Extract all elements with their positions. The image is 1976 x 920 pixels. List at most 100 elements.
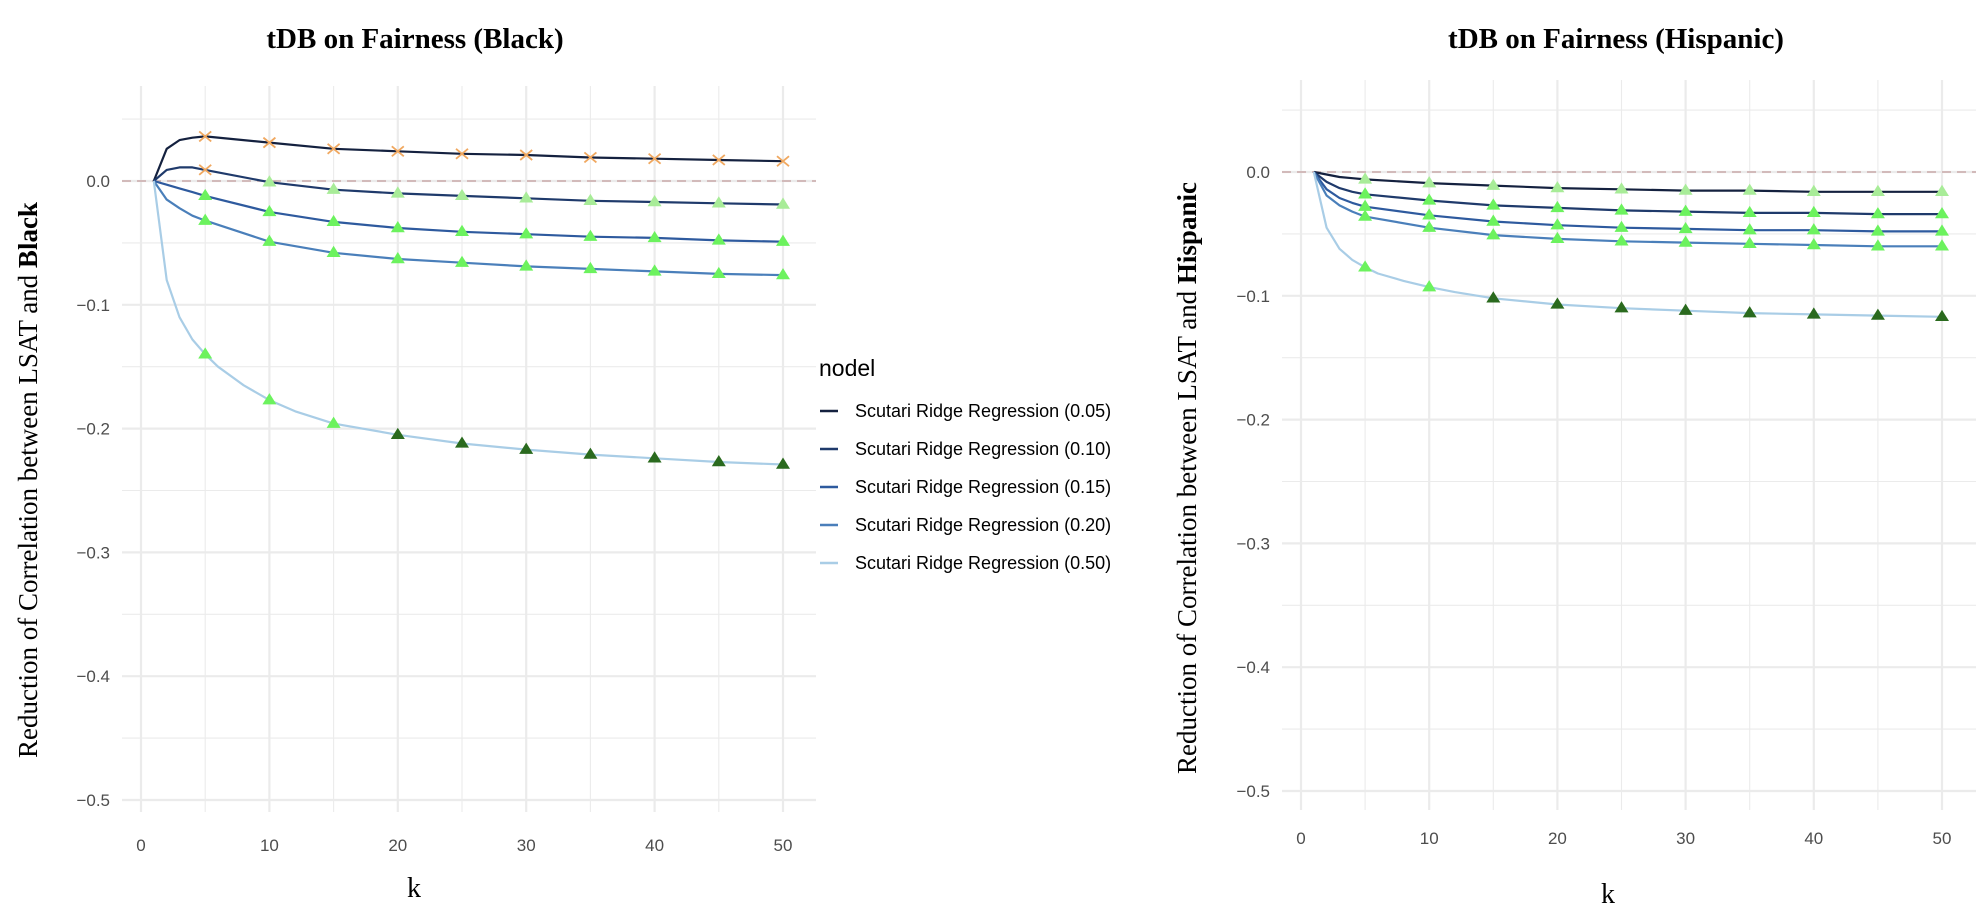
legend-item: Scutari Ridge Regression (0.15): [820, 477, 1111, 497]
marker-triangle: [1486, 291, 1501, 303]
marker-cross: [712, 154, 726, 166]
marker-triangle: [455, 188, 469, 201]
y-axis-label-prefix-black: Reduction of Correlation between LSAT an…: [13, 268, 43, 758]
marker-cross: [455, 148, 469, 160]
marker-triangle: [198, 188, 213, 201]
marker-triangle: [262, 175, 277, 187]
marker-triangle: [1935, 309, 1949, 322]
marker-triangle: [1550, 231, 1565, 244]
marker-triangle: [262, 234, 277, 246]
x-tick-label: 20: [388, 836, 407, 855]
marker-triangle: [711, 233, 726, 245]
marker-triangle: [1614, 301, 1629, 313]
marker-triangle: [1742, 223, 1757, 235]
marker-triangle: [1870, 224, 1885, 236]
marker-triangle: [647, 195, 662, 207]
marker-triangle: [326, 214, 341, 227]
marker-triangle: [1422, 208, 1437, 220]
marker-triangle: [455, 224, 469, 236]
marker-cross: [198, 164, 212, 176]
marker-triangle: [198, 213, 213, 225]
series-group-hispanic: [1312, 170, 1949, 322]
marker-triangle: [1422, 176, 1437, 188]
marker-triangle: [1678, 221, 1693, 234]
marker-triangle: [519, 442, 534, 454]
series-group-black: [152, 130, 790, 469]
marker-triangle: [1742, 205, 1757, 218]
marker-triangle: [1935, 207, 1949, 219]
chart-title-hispanic: tDB on Fairness (Hispanic): [1448, 23, 1784, 55]
y-tick-label: −0.5: [1236, 782, 1270, 801]
marker-triangle: [1614, 220, 1629, 232]
y-tick-label: −0.2: [1236, 411, 1270, 430]
marker-triangle: [390, 427, 405, 439]
marker-cross: [262, 136, 276, 149]
marker-triangle: [519, 227, 534, 239]
legend-item: Scutari Ridge Regression (0.50): [820, 553, 1111, 573]
marker-triangle: [326, 182, 341, 194]
marker-triangle: [1550, 297, 1565, 309]
series-line-4: [152, 180, 784, 466]
marker-cross: [327, 143, 341, 155]
chart-panel-hispanic: 0 10 20 30 40 50 0.0 −0.1 −0.2 −0.3 −0.4 −0.5 tDB o…: [1172, 23, 1976, 910]
marker-triangle: [326, 245, 341, 258]
marker-cross: [198, 130, 212, 143]
y-tick-label: 0.0: [1246, 163, 1270, 182]
marker-triangle: [1870, 184, 1885, 197]
series-line-0: [1313, 170, 1942, 193]
x-tick-label: 0: [1296, 829, 1305, 848]
marker-triangle: [1678, 235, 1693, 247]
ticks-hispanic: 0 10 20 30 40 50 0.0 −0.1 −0.2 −0.3 −0.4 −0.5: [1236, 163, 1951, 848]
y-tick-label: −0.4: [1236, 658, 1270, 677]
marker-triangle: [1358, 187, 1373, 199]
x-tick-label: 30: [517, 836, 536, 855]
marker-triangle: [1486, 178, 1501, 190]
y-axis-label-prefix-hispanic: Reduction of Correlation between LSAT an…: [1172, 284, 1202, 774]
marker-triangle: [1806, 223, 1821, 235]
marker-triangle: [455, 436, 469, 448]
series-line-3: [1312, 171, 1942, 248]
marker-triangle: [1614, 203, 1629, 215]
y-tick-label: −0.4: [76, 667, 110, 686]
marker-cross: [583, 151, 597, 164]
marker-triangle: [776, 234, 790, 246]
legend-item: Scutari Ridge Regression (0.10): [820, 439, 1111, 459]
y-tick-label: −0.1: [1236, 287, 1270, 306]
marker-triangle: [583, 193, 598, 206]
marker-triangle: [1486, 214, 1501, 226]
marker-triangle: [1358, 209, 1373, 221]
marker-triangle: [776, 197, 790, 209]
series-line-4: [1312, 171, 1943, 318]
marker-triangle: [583, 229, 598, 241]
legend-item: Scutari Ridge Regression (0.05): [820, 401, 1111, 421]
marker-triangle: [776, 457, 790, 469]
y-tick-label: −0.3: [1236, 534, 1270, 553]
marker-triangle: [1422, 193, 1437, 205]
legend-item: Scutari Ridge Regression (0.20): [820, 515, 1111, 535]
marker-cross: [391, 145, 405, 157]
marker-triangle: [1935, 184, 1949, 197]
chart-panel-black: 0 10 20 30 40 50 0.0 −0.1 −0.2 −0.3 −0.4 −0.5 tDB o…: [13, 23, 816, 904]
marker-triangle: [1358, 172, 1373, 184]
x-axis-label-black: k: [407, 873, 421, 904]
y-tick-label: −0.1: [76, 296, 110, 315]
series-line-3: [152, 180, 784, 277]
marker-triangle: [455, 255, 469, 267]
marker-triangle: [1550, 181, 1565, 193]
series-line-1: [1313, 171, 1942, 216]
marker-triangle: [1614, 234, 1629, 246]
marker-triangle: [262, 204, 277, 217]
legend-label: Scutari Ridge Regression (0.10): [855, 439, 1111, 459]
marker-triangle: [1742, 183, 1757, 195]
y-tick-label: 0.0: [86, 172, 110, 191]
marker-triangle: [1935, 224, 1949, 236]
marker-triangle: [1806, 238, 1821, 250]
marker-triangle: [1358, 260, 1373, 272]
marker-triangle: [326, 416, 341, 428]
marker-triangle: [1806, 205, 1821, 218]
marker-triangle: [711, 266, 726, 279]
y-tick-label: −0.5: [76, 791, 110, 810]
marker-triangle: [1358, 199, 1373, 211]
marker-cross: [519, 149, 533, 161]
marker-triangle: [1806, 307, 1821, 319]
